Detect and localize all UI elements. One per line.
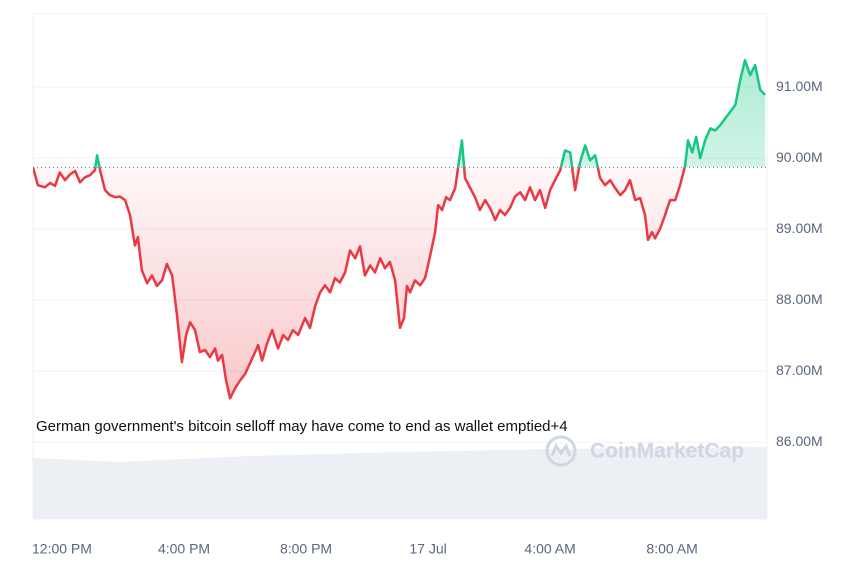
y-tick-label: 91.00M [776,78,823,94]
x-tick-label: 8:00 PM [280,541,332,557]
x-tick-label: 12:00 PM [32,541,92,557]
watermark-logo-mark [550,442,572,457]
price-line-below [33,167,686,400]
y-tick-label: 87.00M [776,362,823,378]
annotation: German government's bitcoin selloff may … [36,418,568,435]
area-above [33,60,766,168]
x-tick-label: 4:00 AM [524,541,575,557]
y-tick-label: 90.00M [776,149,823,165]
x-tick-label: 8:00 AM [646,541,697,557]
y-tick-label: 89.00M [776,220,823,236]
area-below [33,167,766,399]
watermark-logo [545,435,577,467]
y-tick-label: 88.00M [776,291,823,307]
volume-area [33,447,767,519]
watermark-text: CoinMarketCap [590,440,744,463]
watermark: CoinMarketCap [545,435,744,467]
x-tick-label: 4:00 PM [158,541,210,557]
y-tick-label: 86.00M [776,433,823,449]
x-tick-label: 17 Jul [409,541,446,557]
